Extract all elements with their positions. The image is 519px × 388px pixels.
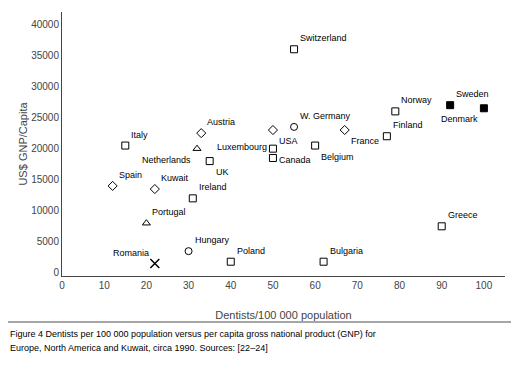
- svg-text:40000: 40000: [31, 19, 59, 30]
- svg-text:Denmark: Denmark: [441, 114, 478, 124]
- svg-text:Netherlands: Netherlands: [142, 155, 191, 165]
- svg-text:80: 80: [394, 280, 406, 291]
- svg-text:Bulgaria: Bulgaria: [330, 246, 363, 256]
- svg-text:Finland: Finland: [393, 120, 423, 130]
- svg-text:Belgium: Belgium: [321, 152, 354, 162]
- svg-text:Greece: Greece: [448, 210, 478, 220]
- svg-text:UK: UK: [216, 167, 229, 177]
- svg-text:Kuwait: Kuwait: [161, 173, 189, 183]
- svg-text:0: 0: [59, 280, 65, 291]
- svg-text:30000: 30000: [31, 81, 59, 92]
- svg-text:35000: 35000: [31, 50, 59, 61]
- svg-text:France: France: [351, 136, 379, 146]
- svg-text:30: 30: [183, 280, 195, 291]
- svg-text:Austria: Austria: [207, 117, 235, 127]
- svg-text:Italy: Italy: [131, 130, 148, 140]
- svg-text:Figure 4 Dentists per 100 000: Figure 4 Dentists per 100 000 population…: [10, 329, 376, 339]
- svg-text:5000: 5000: [37, 236, 60, 247]
- svg-text:Portugal: Portugal: [152, 207, 186, 217]
- svg-text:Luxembourg: Luxembourg: [217, 142, 267, 152]
- svg-text:25000: 25000: [31, 112, 59, 123]
- svg-text:90: 90: [436, 280, 448, 291]
- svg-text:100: 100: [476, 280, 493, 291]
- svg-text:0: 0: [53, 267, 59, 278]
- svg-text:70: 70: [352, 280, 364, 291]
- svg-text:USA: USA: [279, 136, 298, 146]
- svg-text:Norway: Norway: [401, 95, 432, 105]
- svg-text:Canada: Canada: [279, 155, 311, 165]
- svg-text:Hungary: Hungary: [195, 235, 230, 245]
- svg-text:Romania: Romania: [113, 248, 149, 258]
- svg-text:20: 20: [141, 280, 153, 291]
- svg-text:Ireland: Ireland: [199, 182, 227, 192]
- svg-text:40: 40: [225, 280, 237, 291]
- svg-text:20000: 20000: [31, 143, 59, 154]
- svg-text:Switzerland: Switzerland: [300, 33, 347, 43]
- svg-text:50: 50: [267, 280, 279, 291]
- svg-text:Poland: Poland: [237, 246, 265, 256]
- svg-text:Europe, North America and Kuwa: Europe, North America and Kuwait, circa …: [10, 343, 268, 353]
- svg-text:Spain: Spain: [119, 170, 142, 180]
- svg-text:Sweden: Sweden: [456, 89, 489, 99]
- svg-text:W. Germany: W. Germany: [300, 111, 351, 121]
- svg-text:10000: 10000: [31, 205, 59, 216]
- svg-text:US$ GNP/Capita: US$ GNP/Capita: [17, 102, 29, 186]
- svg-text:15000: 15000: [31, 174, 59, 185]
- svg-text:60: 60: [310, 280, 322, 291]
- svg-text:Dentists/100 000 population: Dentists/100 000 population: [215, 309, 351, 321]
- svg-text:10: 10: [99, 280, 111, 291]
